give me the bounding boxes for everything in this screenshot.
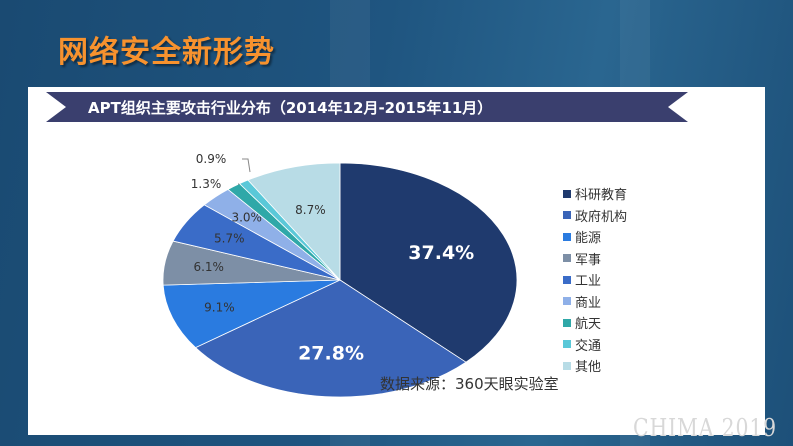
chart-title-banner bbox=[46, 92, 688, 122]
legend-label: 航天 bbox=[575, 317, 602, 333]
legend-swatch bbox=[563, 275, 571, 284]
legend-label: 交通 bbox=[575, 338, 602, 354]
data-label: 1.3% bbox=[191, 177, 222, 191]
pie-slice-2 bbox=[162, 279, 341, 349]
watermark: CHIMA 2019 bbox=[633, 414, 777, 442]
legend-item: 其他 bbox=[563, 355, 627, 377]
legend-swatch bbox=[563, 297, 571, 306]
data-label: 9.1% bbox=[204, 300, 235, 314]
legend-item: 航天 bbox=[563, 312, 627, 334]
legend-label: 商业 bbox=[575, 295, 602, 311]
chart-image-panel: APT组织主要攻击行业分布（2014年12月-2015年11月） 37.4% 27… bbox=[28, 87, 765, 435]
legend-item: 交通 bbox=[563, 334, 627, 356]
pie-slice-1 bbox=[194, 279, 467, 398]
legend: 科研教育政府机构能源军事工业商业航天交通其他 bbox=[563, 183, 627, 377]
data-label: 5.7% bbox=[214, 231, 245, 245]
pie-slice-0 bbox=[339, 162, 518, 363]
data-label: 3.0% bbox=[231, 211, 261, 225]
legend-item: 科研教育 bbox=[563, 183, 627, 205]
legend-label: 政府机构 bbox=[575, 209, 628, 225]
legend-item: 商业 bbox=[563, 291, 627, 313]
legend-item: 军事 bbox=[563, 248, 627, 270]
legend-item: 工业 bbox=[563, 269, 627, 291]
chart-title: APT组织主要攻击行业分布（2014年12月-2015年11月） bbox=[88, 99, 493, 117]
legend-swatch bbox=[563, 189, 571, 198]
legend-label: 能源 bbox=[575, 231, 602, 247]
data-label: 8.7% bbox=[295, 203, 326, 217]
legend-swatch bbox=[563, 232, 571, 241]
slide-title: 网络安全新形势 bbox=[58, 35, 275, 70]
legend-swatch bbox=[563, 254, 571, 263]
data-label: 0.9% bbox=[196, 152, 227, 166]
legend-item: 能源 bbox=[563, 226, 627, 248]
pie-slice-8 bbox=[247, 162, 341, 282]
legend-label: 军事 bbox=[575, 252, 602, 268]
legend-swatch bbox=[563, 211, 571, 220]
pie-chart: 37.4% 27.8% 9.1% 6.1% 5.7% 3.0% 1.3% 0.9% 8.7% bbox=[162, 152, 518, 398]
legend-swatch bbox=[563, 318, 571, 327]
leader-line bbox=[242, 158, 251, 173]
legend-label: 科研教育 bbox=[575, 188, 628, 204]
data-label: 6.1% bbox=[193, 260, 224, 274]
legend-swatch bbox=[563, 340, 571, 349]
legend-item: 政府机构 bbox=[563, 205, 627, 227]
legend-swatch bbox=[563, 361, 571, 370]
legend-label: 工业 bbox=[575, 274, 602, 290]
data-label: 27.8% bbox=[298, 342, 364, 364]
legend-label: 其他 bbox=[575, 360, 602, 376]
data-label: 37.4% bbox=[408, 242, 474, 264]
data-source: 数据来源：360天眼实验室 bbox=[380, 375, 559, 393]
